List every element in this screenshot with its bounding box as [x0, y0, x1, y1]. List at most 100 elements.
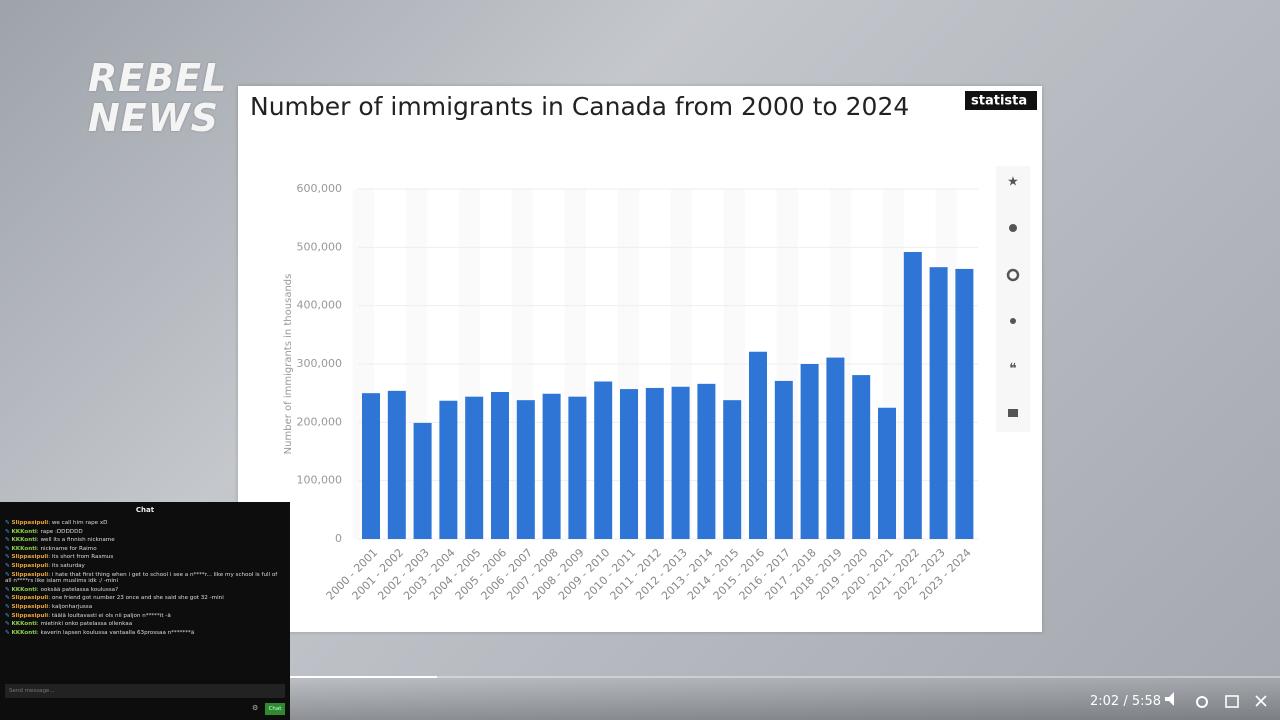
chat-message: ✎ Slippasipuli: its short from Rasmus — [5, 554, 114, 561]
bar — [362, 393, 380, 539]
chat-user: Slippasipuli — [11, 603, 49, 610]
chat-user: KKKonti — [11, 629, 37, 636]
chat-title: Chat — [135, 506, 155, 514]
chat-message: ✎ KKKonti: ooksää patelassa koulussa? — [5, 586, 119, 593]
chat-user: KKKonti — [11, 545, 37, 552]
bar — [774, 380, 793, 539]
bar — [439, 400, 458, 539]
bar — [929, 267, 948, 539]
bar — [749, 351, 767, 539]
chat-text: its saturday — [51, 562, 85, 569]
chat-settings[interactable]: ⚙ — [252, 704, 259, 712]
y-tick-label: 200,000 — [297, 415, 343, 428]
y-tick-label: 400,000 — [297, 299, 343, 312]
chart-card: Number of immigrants in Canada from 2000… — [238, 86, 1042, 632]
chat-user: Slippasipuli — [11, 595, 49, 602]
bar — [594, 381, 613, 539]
chat-text: rape :DDDDDD — [40, 528, 83, 535]
statista-logo-bg — [965, 91, 1037, 110]
progress-fill — [290, 676, 437, 678]
chat-user: Slippasipuli — [11, 520, 49, 526]
pencil-icon: ✎ — [5, 612, 12, 619]
pencil-icon: ✎ — [5, 621, 12, 628]
chat-text: kaverin lapsen koulussa vantaalla 63pros… — [40, 629, 195, 636]
pencil-icon: ✎ — [5, 571, 12, 578]
pencil-icon: ✎ — [5, 595, 12, 602]
chat-message: ✎ Slippasipuli: we call him rape xD — [5, 520, 108, 526]
chat-user: KKKonti — [11, 586, 37, 593]
progress-bar[interactable] — [290, 676, 1280, 678]
chat-user: KKKonti — [11, 621, 37, 628]
bar — [955, 268, 974, 539]
bar — [516, 400, 535, 539]
chat-text: i hate that first thing when i get to sc… — [5, 571, 278, 585]
bell-icon[interactable] — [1009, 224, 1017, 232]
control-icons — [1165, 692, 1267, 708]
bar — [878, 407, 896, 539]
settings-icon[interactable] — [1196, 696, 1208, 708]
pencil-icon: ✎ — [5, 520, 12, 526]
chat-message: ✎ KKKonti: kaverin lapsen koulussa vanta… — [5, 629, 195, 636]
y-tick-label: 500,000 — [297, 240, 343, 253]
chat-text: its short from Rasmus — [51, 554, 114, 561]
bar — [723, 400, 742, 539]
exit-fullscreen-icon[interactable] — [1255, 695, 1267, 707]
chat-messages: ✎ Slippasipuli: we call him rape xD ✎ KKK… — [0, 519, 290, 637]
chat-message: ✎ KKKonti: nickname for Raimo — [5, 545, 97, 552]
bar — [800, 364, 819, 539]
chat-message: ✎ Slippasipuli: its saturday — [5, 562, 85, 569]
pip-icon[interactable] — [1225, 695, 1239, 708]
chat-user: KKKonti — [11, 537, 37, 544]
pencil-icon: ✎ — [5, 586, 12, 593]
bar — [826, 357, 845, 539]
pencil-icon: ✎ — [5, 562, 12, 569]
star-icon[interactable]: ★ — [1007, 175, 1019, 190]
pencil-icon: ✎ — [5, 545, 12, 552]
chat-text: mietinki onko patelassa ollenkaa — [40, 621, 133, 628]
chat-user: Slippasipuli — [11, 571, 49, 578]
time-display: 2:02 / 5:58 — [1090, 694, 1162, 709]
chat-text: kaljonharjussa — [51, 603, 93, 610]
gear-icon[interactable] — [1006, 268, 1020, 282]
player-controls: 2:02 / 5:58 — [290, 676, 1280, 720]
chat-text: one friend got number 23 once and she sa… — [51, 595, 224, 602]
y-tick-label: 100,000 — [297, 474, 343, 487]
chart: Number of immigrants in Canada from 2000… — [250, 91, 1037, 603]
bar — [387, 390, 406, 539]
chat-message: ✎ Slippasipuli: one friend got number 23… — [5, 595, 224, 602]
chat-message: ✎ Slippasipuli: kaljonharjussa — [5, 603, 93, 610]
chat-message: ✎ KKKonti: mietinki onko patelassa ollen… — [5, 621, 133, 628]
chat-input[interactable]: Send message... — [5, 684, 285, 698]
chat-user: Slippasipuli — [11, 562, 49, 569]
bar — [465, 396, 484, 539]
bar — [542, 393, 561, 539]
chat-text: täälä loultavasti ei ols nii paljon n***… — [51, 612, 171, 619]
quote-icon[interactable]: ❝ — [1009, 361, 1017, 377]
pencil-icon: ✎ — [5, 528, 12, 535]
chart-title: Number of immigrants in Canada from 2000… — [250, 92, 909, 121]
bar — [645, 387, 664, 539]
chat-user: Slippasipuli — [11, 612, 49, 619]
chat-user: KKKonti — [11, 528, 37, 535]
bar — [697, 383, 716, 539]
chat-panel: Chat ✎ Slippasipuli: we call him rape xD… — [0, 502, 290, 720]
logo-line: NEWS — [88, 96, 220, 140]
chat-message: ✎ KKKonti: well its a finnish nickname — [5, 537, 115, 544]
chat-text: we call him rape xD — [51, 520, 108, 526]
chat-message: ✎ Slippasipuli: täälä loultavasti ei ols… — [5, 612, 171, 619]
y-axis-label: Number of immigrants in thousands — [283, 274, 294, 455]
share-icon[interactable] — [1010, 318, 1016, 324]
bar — [568, 396, 587, 539]
bar — [903, 252, 922, 539]
print-icon[interactable] — [1008, 409, 1018, 417]
volume-icon[interactable] — [1165, 692, 1174, 706]
pencil-icon: ✎ — [5, 603, 12, 610]
pencil-icon: ✎ — [5, 537, 12, 544]
chat-message: ✎ KKKonti: rape :DDDDDD — [5, 528, 83, 535]
chat-text: ooksää patelassa koulussa? — [40, 586, 119, 593]
chat-text: nickname for Raimo — [40, 545, 97, 552]
chat-button[interactable]: Chat — [265, 703, 285, 715]
chat-user: Slippasipuli — [11, 554, 49, 561]
bar — [620, 389, 638, 539]
logo: REBEL NEWS — [88, 58, 238, 142]
